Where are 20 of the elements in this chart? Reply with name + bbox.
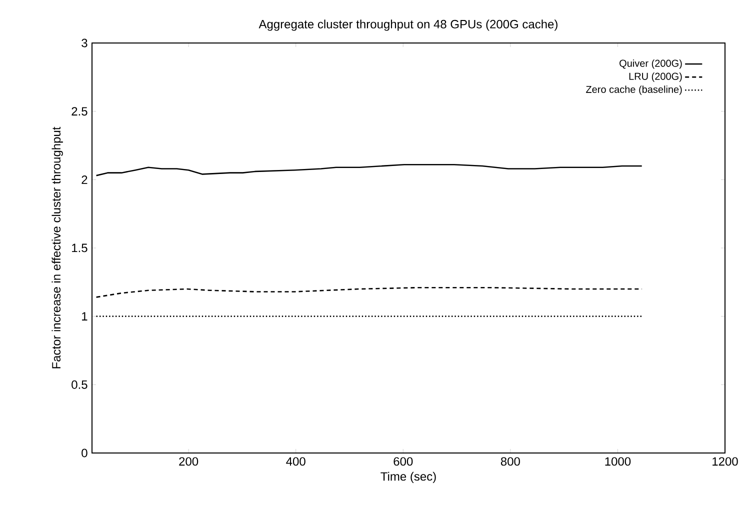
x-tick-label: 600 [394, 457, 413, 466]
y-tick-label: 0 [82, 448, 88, 458]
x-tick-label: 200 [179, 457, 198, 466]
y-tick-label: 2.5 [72, 107, 88, 116]
legend-label: LRU (200G) [629, 72, 682, 82]
y-tick-label: 2 [82, 175, 88, 184]
y-tick-label: 3 [82, 38, 88, 48]
y-tick-label: 1.5 [72, 244, 88, 252]
chart-title: Aggregate cluster throughput on 48 GPUs (200G cache) [258, 20, 558, 31]
x-tick-label: 400 [286, 457, 306, 466]
x-tick-label: 1000 [605, 457, 631, 466]
y-tick-label: 0.5 [72, 380, 88, 389]
y-axis-title: Factor increase in effective cluster throughput [52, 126, 63, 368]
x-tick-label: 800 [500, 457, 520, 466]
x-axis-title: Time (sec) [380, 472, 436, 484]
line-series [96, 286, 642, 298]
x-tick-label: 1200 [712, 457, 738, 466]
legend-label: Quiver (200G) [620, 59, 682, 69]
legend-label: Zero cache (baseline) [586, 86, 682, 95]
y-tick-label: 1 [82, 312, 88, 320]
